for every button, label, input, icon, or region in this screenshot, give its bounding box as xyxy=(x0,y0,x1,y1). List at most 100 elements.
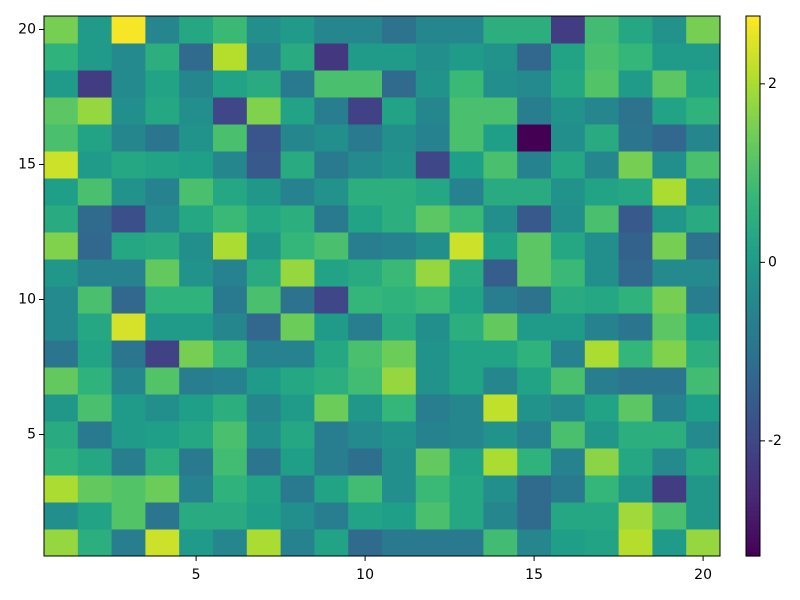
colorbar-segment xyxy=(746,83,760,89)
heatmap-cell xyxy=(44,286,79,314)
heatmap-cell xyxy=(179,97,214,125)
heatmap-cell xyxy=(44,475,79,503)
colorbar-segment xyxy=(746,322,760,328)
heatmap-cell xyxy=(77,124,113,152)
heatmap-cell xyxy=(179,529,214,557)
colorbar-segment xyxy=(746,448,760,454)
heatmap-cell xyxy=(382,43,417,71)
heatmap-cell xyxy=(449,367,484,395)
heatmap-cell xyxy=(415,448,451,476)
heatmap-cell xyxy=(584,151,620,179)
heatmap-cell xyxy=(652,97,687,125)
colorbar-segment xyxy=(746,425,760,431)
heatmap-cell xyxy=(449,421,484,449)
colorbar-segment xyxy=(746,209,760,215)
heatmap-cell xyxy=(584,205,620,233)
heatmap-cell xyxy=(551,178,586,206)
heatmap-cell xyxy=(618,151,653,179)
colorbar-segment xyxy=(746,79,760,85)
heatmap-cell xyxy=(280,124,315,152)
heatmap-cell xyxy=(77,178,113,206)
heatmap-cell xyxy=(382,124,417,152)
heatmap-cell xyxy=(483,340,518,368)
heatmap-cell xyxy=(584,259,620,287)
colorbar-segment xyxy=(746,281,760,287)
heatmap-cell xyxy=(213,43,248,71)
heatmap-cell xyxy=(246,205,282,233)
heatmap-cell xyxy=(348,394,383,422)
colorbar-segment xyxy=(746,484,760,490)
heatmap-cell xyxy=(280,394,315,422)
heatmap-cell xyxy=(449,475,484,503)
heatmap-cell xyxy=(179,421,214,449)
heatmap-cell xyxy=(246,259,282,287)
colorbar-segment xyxy=(746,133,760,139)
heatmap-cell xyxy=(246,313,282,341)
colorbar-segment xyxy=(746,497,760,503)
heatmap-cell xyxy=(686,448,721,476)
heatmap-cell xyxy=(145,502,180,530)
heatmap-cell xyxy=(382,394,417,422)
colorbar-segment xyxy=(746,344,760,350)
heatmap-cell xyxy=(686,529,721,557)
colorbar-segment xyxy=(746,250,760,256)
heatmap-cell xyxy=(348,16,383,44)
heatmap-cell xyxy=(551,502,586,530)
heatmap-cell xyxy=(652,43,687,71)
colorbar-frame xyxy=(745,15,761,557)
heatmap-cell xyxy=(348,475,383,503)
heatmap-cell xyxy=(483,124,518,152)
heatmap-cell xyxy=(382,529,417,557)
heatmap-cell xyxy=(415,529,451,557)
heatmap-cell xyxy=(280,97,315,125)
heatmap-cell xyxy=(145,367,180,395)
heatmap-cell xyxy=(551,367,586,395)
heatmap-cell xyxy=(584,421,620,449)
colorbar-segment xyxy=(746,331,760,337)
colorbar-segment xyxy=(746,205,760,211)
colorbar-segment xyxy=(746,308,760,314)
heatmap-cell xyxy=(179,232,214,260)
heatmap-cell xyxy=(314,394,349,422)
heatmap-cell xyxy=(517,151,552,179)
heatmap-cell xyxy=(111,313,146,341)
colorbar-segment xyxy=(746,173,760,179)
heatmap-cell xyxy=(686,43,721,71)
heatmap-cell xyxy=(179,394,214,422)
heatmap-cell xyxy=(652,232,687,260)
heatmap-cell xyxy=(652,178,687,206)
heatmap-cell xyxy=(77,232,113,260)
heatmap-cell xyxy=(652,259,687,287)
heatmap-cell xyxy=(179,367,214,395)
heatmap-cell xyxy=(449,70,484,98)
heatmap-cell xyxy=(618,16,653,44)
heatmap-cell xyxy=(415,394,451,422)
heatmap-cell xyxy=(517,178,552,206)
heatmap-cell xyxy=(44,151,79,179)
colorbar-segment xyxy=(746,56,760,62)
heatmap-cell xyxy=(213,16,248,44)
heatmap-cell xyxy=(382,448,417,476)
heatmap-cell xyxy=(652,367,687,395)
colorbar-segment xyxy=(746,223,760,229)
heatmap-cell xyxy=(179,502,214,530)
heatmap-cell xyxy=(179,259,214,287)
heatmap-cell xyxy=(584,286,620,314)
heatmap-cell xyxy=(652,70,687,98)
x-tick-label: 10 xyxy=(356,567,374,583)
heatmap-cell xyxy=(145,448,180,476)
heatmap-cell xyxy=(246,124,282,152)
heatmap-cell xyxy=(213,313,248,341)
heatmap-cell xyxy=(584,502,620,530)
heatmap-cell xyxy=(449,286,484,314)
heatmap-cell xyxy=(145,232,180,260)
colorbar-segment xyxy=(746,502,760,508)
colorbar-segment xyxy=(746,29,760,35)
colorbar-segment xyxy=(746,551,760,557)
heatmap-cell xyxy=(517,232,552,260)
colorbar-segment xyxy=(746,488,760,494)
colorbar-segment xyxy=(746,340,760,346)
heatmap-cell xyxy=(517,286,552,314)
heatmap-cell xyxy=(449,448,484,476)
heatmap-cell xyxy=(246,475,282,503)
